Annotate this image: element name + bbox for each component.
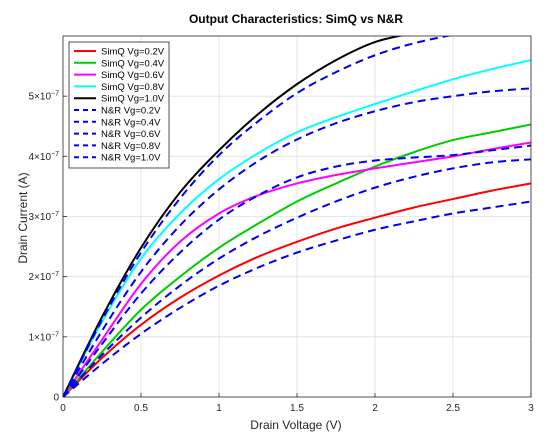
series-lines xyxy=(63,36,531,397)
legend-label-simq-vg-0-4v: SimQ Vg=0.4V xyxy=(101,58,165,69)
series-line-simq-vg-0-6v xyxy=(63,141,531,397)
series-line-simq-vg-0-8v xyxy=(63,59,531,397)
series-line-n-r-vg-0-4v xyxy=(63,158,531,397)
series-line-simq-vg-1-0v xyxy=(63,36,404,397)
legend-label-n-r-vg-0-2v: N&R Vg=0.2V xyxy=(101,106,161,117)
legend-label-n-r-vg-0-8v: N&R Vg=0.8V xyxy=(101,141,161,152)
series-line-simq-vg-0-4v xyxy=(63,123,531,397)
legend-label-simq-vg-0-2v: SimQ Vg=0.2V xyxy=(101,47,165,58)
x-tick-label: 3 xyxy=(528,403,534,414)
axis-ticks: 0 0.5 1 1.5 2 2.5 3 0 1×10−7 2×10−7 3×10−7 4×10−7 5×… xyxy=(28,91,534,414)
legend-label-n-r-vg-0-4v: N&R Vg=0.4V xyxy=(101,117,161,128)
series-line-n-r-vg-0-8v xyxy=(63,87,531,397)
series-line-n-r-vg-0-2v xyxy=(63,200,531,397)
y-tick-label: 1×10−7 xyxy=(28,331,59,343)
x-tick-label: 2 xyxy=(372,403,378,414)
chart-title: Output Characteristics: SimQ vs N&R xyxy=(189,12,403,26)
x-tick-label: 1.5 xyxy=(290,403,304,414)
legend-label-simq-vg-0-8v: SimQ Vg=0.8V xyxy=(101,82,165,93)
series-line-simq-vg-0-2v xyxy=(63,182,531,397)
y-tick-label: 2×10−7 xyxy=(28,271,59,283)
x-tick-label: 1 xyxy=(216,403,222,414)
y-tick-label: 5×10−7 xyxy=(28,91,59,103)
y-tick-label: 3×10−7 xyxy=(28,211,59,223)
legend-label-n-r-vg-1-0v: N&R Vg=1.0V xyxy=(101,153,161,164)
legend-label-simq-vg-0-6v: SimQ Vg=0.6V xyxy=(101,70,165,81)
series-line-n-r-vg-1-0v xyxy=(63,36,453,397)
y-tick-label: 0 xyxy=(53,393,59,404)
x-tick-label: 0 xyxy=(60,403,66,414)
y-axis-title: Drain Current (A) xyxy=(16,172,30,263)
x-tick-label: 0.5 xyxy=(134,403,148,414)
legend-label-simq-vg-1-0v: SimQ Vg=1.0V xyxy=(101,94,165,105)
x-axis-title: Drain Voltage (V) xyxy=(250,418,341,432)
series-line-n-r-vg-0-6v xyxy=(63,144,531,397)
x-tick-label: 2.5 xyxy=(446,403,460,414)
y-tick-label: 4×10−7 xyxy=(28,151,59,163)
legend-label-n-r-vg-0-6v: N&R Vg=0.6V xyxy=(101,129,161,140)
